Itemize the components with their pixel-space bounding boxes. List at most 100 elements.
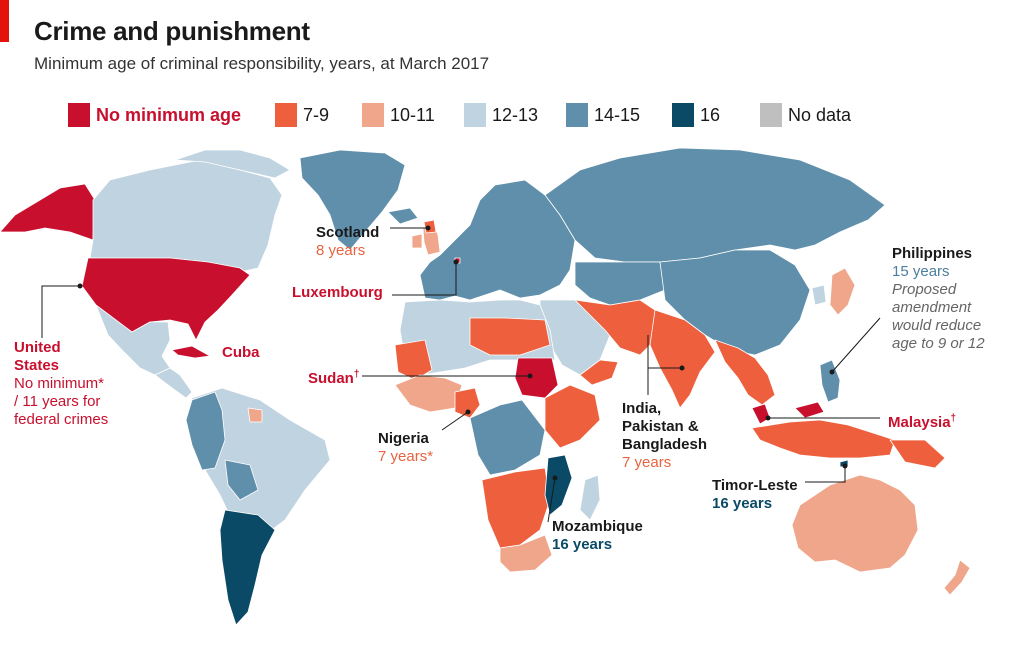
region-guianas <box>247 407 263 423</box>
region-yemen-oman <box>579 359 619 386</box>
philippines-note-line4: age to 9 or 12 <box>892 335 985 352</box>
region-mozambique <box>544 454 573 516</box>
legend-swatch <box>464 103 486 127</box>
annotation-cuba: Cuba <box>222 344 260 361</box>
annotation-mozambique: Mozambique 16 years <box>552 518 643 554</box>
leader-dot-usa <box>77 283 83 289</box>
leader-dot-luxembourg <box>453 259 459 265</box>
legend-label: No data <box>788 105 852 125</box>
scotland-value: 8 years <box>316 242 366 259</box>
annotation-scotland: Scotland 8 years <box>316 224 379 260</box>
leader-dot-malaysia <box>765 415 771 421</box>
region-korea <box>811 284 827 306</box>
leader-timor <box>805 466 846 483</box>
usa-name-line2: States <box>14 357 60 374</box>
leader-dot-mozambique <box>552 475 558 481</box>
leader-india <box>647 335 682 395</box>
legend-label: No minimum age <box>96 105 242 125</box>
region-southern-africa <box>481 467 551 549</box>
region-south-africa <box>499 534 553 573</box>
legend-label: 16 <box>700 105 721 125</box>
region-europe <box>419 179 576 301</box>
region-philippines <box>819 359 841 403</box>
leader-dot-timor <box>842 463 848 469</box>
malaysia-mark: † <box>950 413 957 424</box>
region-malaysia-borneo <box>794 401 825 419</box>
region-alaska <box>0 183 96 241</box>
leader-nigeria <box>441 411 469 431</box>
india-name-line2: Pakistan & <box>622 418 699 435</box>
philippines-note-line2: amendment <box>892 299 972 316</box>
annotation-timor-leste: Timor-Leste 16 years <box>712 477 798 513</box>
region-greenland <box>299 149 406 251</box>
region-ireland <box>411 233 423 249</box>
region-japan <box>829 267 856 316</box>
leader-dot-nigeria <box>465 409 471 415</box>
malaysia-name: Malaysia <box>888 414 951 431</box>
leader-dot-philippines <box>829 369 835 375</box>
mozambique-name: Mozambique <box>552 518 643 535</box>
region-se-asia <box>714 339 776 406</box>
india-name-line1: India, <box>622 400 662 417</box>
leader-philippines <box>831 317 881 373</box>
region-mexico <box>95 304 171 376</box>
region-canada <box>89 159 283 273</box>
annotation-india: India, Pakistan & Bangladesh 7 years <box>622 400 707 472</box>
region-cuba <box>171 345 211 359</box>
sudan-name: Sudan <box>308 370 354 387</box>
region-new-zealand <box>943 559 971 596</box>
annotation-sudan: Sudan† <box>308 366 359 388</box>
region-arctic-islands <box>174 149 291 179</box>
brand-tab <box>0 0 9 42</box>
mozambique-value: 16 years <box>552 536 613 553</box>
annotation-usa: United States No minimum* / 11 years for… <box>14 339 108 429</box>
region-west-africa <box>394 374 463 413</box>
legend-label: 7-9 <box>303 105 330 125</box>
region-australia <box>791 474 919 573</box>
usa-value-line3: federal crimes <box>14 411 109 428</box>
region-nigeria <box>454 387 481 419</box>
legend-label: 14-15 <box>594 105 641 125</box>
leader-luxembourg <box>392 262 457 296</box>
region-central-america <box>154 367 193 399</box>
leader-dot-scotland <box>425 225 431 231</box>
region-central-asia <box>574 261 666 306</box>
region-madagascar <box>579 474 601 521</box>
annotation-philippines: Philippines 15 years Proposed amendment … <box>892 245 985 353</box>
sudan-mark: † <box>353 369 360 380</box>
region-andes-north <box>185 391 226 471</box>
region-malaysia <box>751 403 771 425</box>
annotation-malaysia: Malaysia† <box>888 410 956 432</box>
region-iceland <box>387 207 419 225</box>
region-west-sahel <box>394 339 433 381</box>
leader-mozambique <box>547 477 556 523</box>
leader-usa <box>41 285 80 338</box>
chart-subtitle: Minimum age of criminal responsibility, … <box>34 54 490 73</box>
philippines-note-line3: would reduce <box>892 317 982 334</box>
region-indonesia <box>751 419 896 459</box>
philippines-note-line1: Proposed <box>892 281 957 298</box>
legend-label: 12-13 <box>492 105 539 125</box>
nigeria-name: Nigeria <box>378 430 429 447</box>
region-libya-egypt <box>469 317 551 356</box>
philippines-name: Philippines <box>892 245 973 262</box>
region-sudan <box>514 357 559 399</box>
legend-swatch <box>362 103 384 127</box>
timor-value: 16 years <box>712 495 773 512</box>
legend-label: 10-11 <box>390 105 435 125</box>
region-bolivia <box>224 459 259 501</box>
region-png <box>889 439 946 469</box>
region-east-africa <box>544 384 601 449</box>
india-name-line3: Bangladesh <box>622 436 708 453</box>
region-russia <box>544 147 886 263</box>
annotation-luxembourg: Luxembourg <box>292 284 383 301</box>
region-central-africa <box>469 399 546 476</box>
philippines-value: 15 years <box>892 263 950 280</box>
usa-value-line1: No minimum* <box>14 375 105 392</box>
annotation-nigeria: Nigeria 7 years* <box>378 430 433 466</box>
leader-dot-sudan <box>527 373 533 379</box>
nigeria-value: 7 years* <box>378 448 434 465</box>
chart-title: Crime and punishment <box>34 16 310 46</box>
legend-swatch <box>275 103 297 127</box>
region-argentina <box>219 509 276 626</box>
